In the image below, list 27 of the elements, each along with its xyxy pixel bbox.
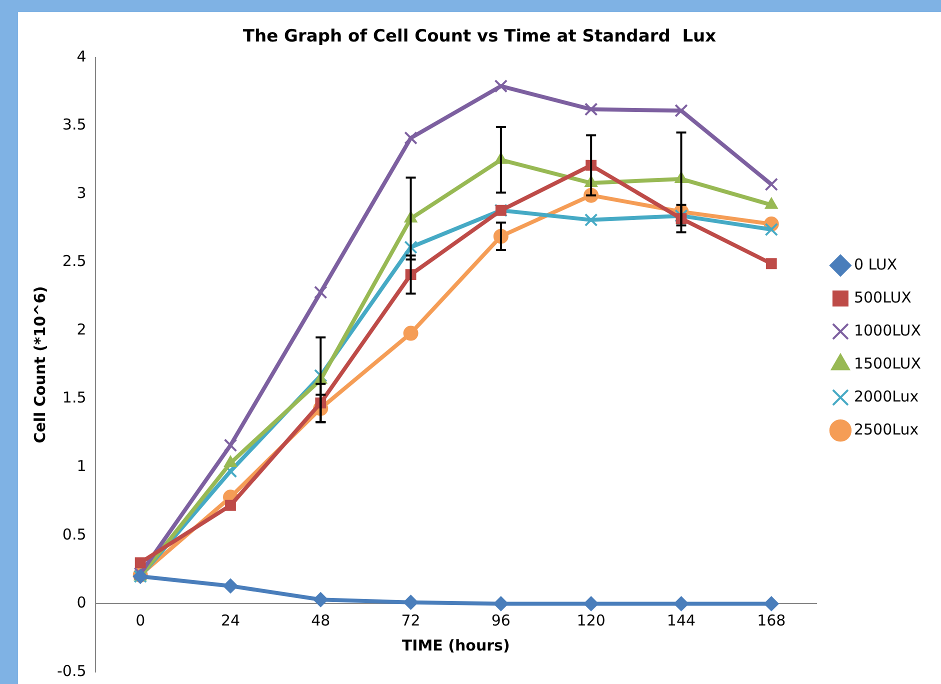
x-tick-label: 0 [136, 612, 146, 630]
x-tick-label: 144 [666, 612, 696, 630]
x-axis-title: TIME (hours) [402, 636, 510, 655]
legend-label: 500LUX [854, 288, 912, 306]
y-tick-label: 2.5 [62, 252, 86, 270]
y-tick-label: 3 [76, 184, 86, 202]
x-tick-label: 72 [401, 612, 420, 630]
y-tick-label: 1 [76, 457, 86, 476]
x-tick-label: 48 [311, 612, 330, 630]
legend-label: 0 LUX [854, 255, 898, 274]
x-tick-label: 168 [757, 612, 786, 630]
y-tick-label: 1.5 [62, 388, 86, 407]
y-tick-label: 3.5 [62, 116, 86, 134]
y-tick-label: 4 [76, 47, 86, 66]
legend-label: 2500Lux [854, 420, 919, 438]
chart-title: The Graph of Cell Count vs Time at Standard Lux [242, 26, 716, 47]
y-tick-label: 2 [76, 320, 86, 338]
x-tick-label: 96 [491, 612, 510, 630]
y-axis-title: Cell Count (*10^6) [30, 286, 49, 444]
y-tick-label: 0.5 [62, 525, 86, 544]
x-tick-label: 120 [576, 612, 606, 630]
y-tick-label: 0 [76, 594, 86, 612]
legend-label: 1500LUX [854, 354, 922, 372]
legend-label: 2000Lux [854, 387, 919, 406]
legend-label: 1000LUX [854, 321, 922, 340]
x-tick-label: 24 [220, 612, 240, 630]
y-tick-label: -0.5 [56, 662, 86, 680]
